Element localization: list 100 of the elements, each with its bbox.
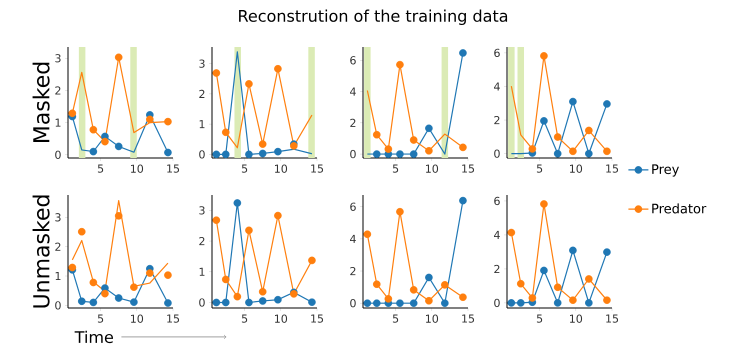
x-tick-label: 10 — [570, 164, 582, 173]
y-tick-label: 4 — [494, 230, 500, 239]
point — [222, 276, 230, 284]
point — [101, 138, 109, 146]
text: Reconstrution of the training data — [239, 10, 508, 26]
point — [212, 150, 220, 158]
point — [222, 298, 230, 306]
y-tick-label: 3 — [55, 54, 61, 62]
y-tick-label: 2 — [199, 236, 204, 246]
point — [274, 296, 282, 304]
x-tick-label: 15 — [462, 314, 474, 323]
x-tick-label: 5 — [242, 164, 248, 173]
y-tick-label: 1 — [200, 120, 204, 128]
point — [222, 150, 230, 158]
x-axis-title: Time — [74, 330, 113, 344]
x-tick-label: 15 — [167, 314, 180, 323]
point — [68, 109, 76, 118]
point — [212, 298, 220, 306]
y-tick-label: 3 — [199, 59, 205, 68]
point — [90, 148, 98, 156]
y-axis-title: Unmasked — [32, 196, 50, 308]
y-tick-label: 2 — [199, 90, 204, 98]
y-tick-label: 4 — [494, 82, 500, 90]
point — [396, 60, 404, 68]
y-tick-label: 2 — [55, 86, 60, 95]
point — [554, 150, 562, 158]
y-tick-label: 6 — [494, 196, 500, 206]
point — [258, 288, 266, 296]
point — [78, 297, 86, 306]
point — [425, 296, 433, 305]
point — [164, 118, 172, 126]
point — [516, 280, 525, 288]
point — [396, 208, 404, 216]
point — [569, 296, 577, 304]
y-tick-label: 2 — [350, 118, 356, 127]
y-tick-label: 3 — [55, 213, 61, 222]
point — [603, 296, 611, 304]
point — [234, 199, 242, 207]
point — [372, 280, 381, 288]
legend-label: Predator — [652, 203, 706, 214]
point — [146, 116, 154, 124]
y-tick-label: 0 — [55, 301, 61, 310]
point — [585, 150, 593, 158]
point — [425, 274, 433, 282]
point — [459, 293, 467, 302]
x-tick-label: 15 — [462, 164, 474, 173]
point — [245, 80, 253, 88]
point — [308, 256, 316, 264]
y-tick-label: 6 — [350, 56, 356, 64]
point — [569, 147, 577, 156]
point — [569, 246, 577, 254]
point — [222, 128, 230, 136]
point — [372, 130, 381, 138]
y-tick-label: 2 — [55, 242, 60, 251]
point — [396, 150, 404, 158]
y-tick-label: 1 — [200, 268, 204, 276]
point — [90, 298, 98, 306]
point — [425, 147, 433, 155]
x-tick-label: 10 — [275, 314, 288, 323]
x-tick-label: 10 — [426, 314, 438, 323]
point — [212, 216, 220, 224]
x-tick-label: 5 — [536, 164, 542, 173]
point — [603, 147, 611, 156]
point — [410, 136, 418, 144]
y-tick-label: 0 — [199, 298, 205, 307]
x-tick-label: 10 — [131, 164, 144, 173]
point — [441, 281, 449, 289]
x-tick-label: 15 — [311, 314, 324, 323]
point — [459, 144, 467, 152]
point — [372, 150, 381, 158]
point — [274, 212, 282, 220]
point — [540, 117, 548, 125]
point — [508, 299, 516, 307]
point — [540, 52, 548, 60]
x-tick-label: 5 — [98, 314, 104, 323]
x-tick-label: 15 — [167, 164, 180, 173]
point — [114, 212, 122, 220]
point — [78, 228, 86, 236]
point — [585, 299, 593, 307]
x-tick-label: 10 — [131, 314, 144, 323]
x-tick-label: 5 — [392, 314, 398, 323]
x-tick-label: 5 — [392, 164, 398, 173]
point — [425, 124, 433, 132]
point — [384, 295, 392, 303]
x-tick-label: 5 — [536, 314, 542, 323]
y-tick-label: 0 — [494, 298, 500, 308]
y-tick-label: 0 — [350, 299, 356, 308]
point — [528, 294, 536, 302]
point — [68, 264, 76, 272]
point — [459, 49, 467, 57]
point — [396, 299, 404, 307]
y-tick-label: 3 — [199, 206, 205, 215]
y-axis-title: Masked — [32, 62, 50, 142]
point — [508, 228, 516, 236]
y-tick-label: 6 — [494, 48, 500, 58]
x-tick-label: 10 — [570, 314, 582, 323]
point — [410, 150, 418, 158]
point — [528, 145, 536, 153]
point — [245, 226, 253, 234]
x-tick-label: 15 — [606, 314, 618, 323]
